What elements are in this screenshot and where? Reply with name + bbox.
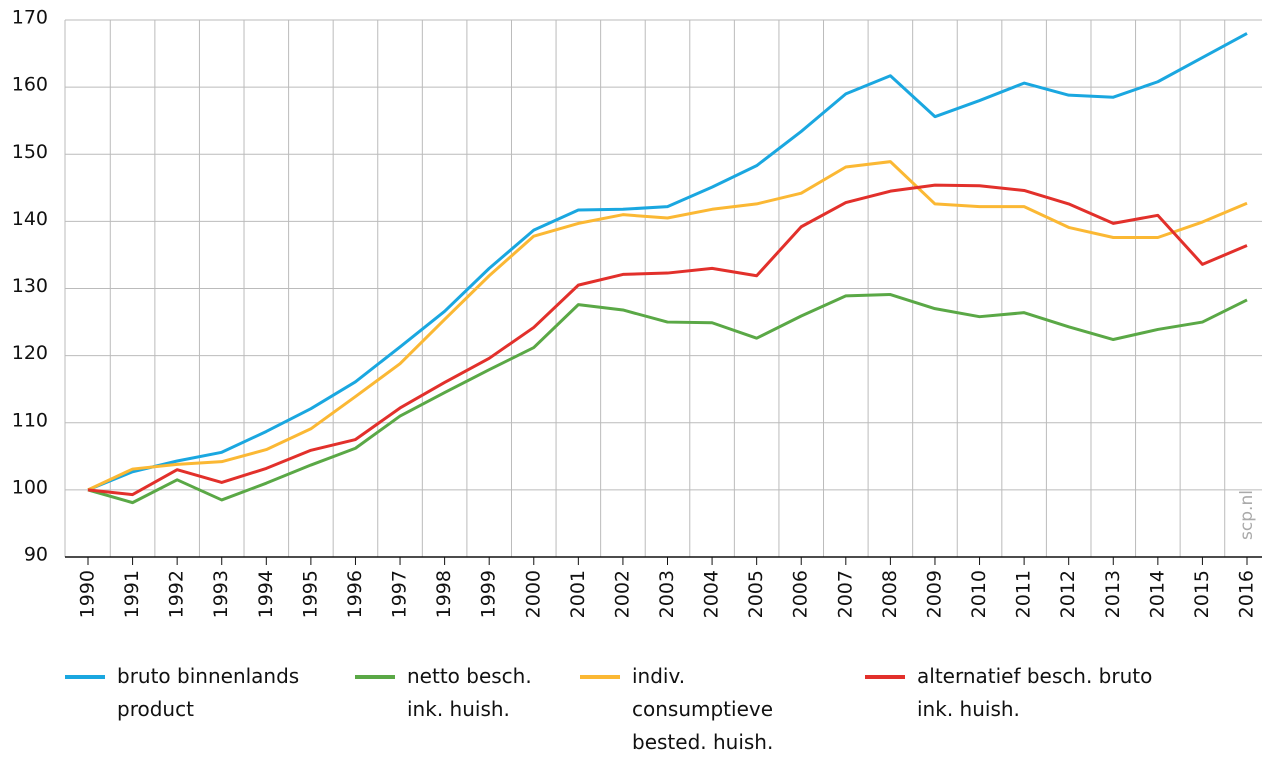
y-tick-label: 110: [12, 409, 48, 431]
legend-label: indiv. consumptieve bested. huish.: [632, 664, 774, 754]
x-tick-label: 2016: [1236, 570, 1258, 618]
x-tick-label: 2005: [745, 570, 767, 618]
y-tick-label: 90: [24, 544, 48, 566]
series-line: [87, 293, 1248, 505]
page: {"chart_data": {"type": "line", "categor…: [11, 6, 1262, 754]
x-tick-label: 2010: [968, 570, 990, 618]
x-tick-label: 2008: [879, 570, 901, 618]
legend-item: alternatief besch. bruto ink. huish.: [865, 660, 1185, 726]
y-tick-label: 120: [12, 342, 48, 364]
x-tick-label: 2011: [1013, 570, 1035, 618]
x-tick-label: 2004: [701, 570, 723, 618]
x-tick-label: 2014: [1146, 570, 1168, 618]
x-tick-label: 1991: [121, 570, 143, 618]
x-tick-label: 2013: [1102, 570, 1124, 618]
legend-item: indiv. consumptieve bested. huish.: [580, 660, 820, 759]
y-tick-label: 140: [12, 208, 48, 230]
x-tick-label: 2001: [567, 570, 589, 618]
series-line: [87, 32, 1248, 492]
x-tick-label: 2000: [522, 570, 544, 618]
x-tick-label: 1992: [166, 570, 188, 618]
y-tick-label: 160: [12, 74, 48, 96]
x-tick-label: 1995: [299, 570, 321, 618]
watermark: scp.nl: [1237, 490, 1257, 540]
x-tick-label: 2002: [611, 570, 633, 618]
x-tick-label: 2007: [834, 570, 856, 618]
x-tick-label: 2006: [790, 570, 812, 618]
x-tick-label: 1999: [478, 570, 500, 618]
y-tick-label: 100: [12, 476, 48, 498]
x-tick-label: 2015: [1191, 570, 1213, 618]
legend-swatch: [580, 675, 620, 679]
legend-swatch: [65, 675, 105, 679]
x-tick-label: 2009: [923, 570, 945, 618]
legend-label: bruto binnenlands product: [117, 664, 300, 721]
x-tick-label: 1994: [255, 570, 277, 618]
chart: 90 100 110 120 130 140 150 160 170 1990 1991 1992 19…: [12, 7, 1262, 618]
series-line: [87, 183, 1248, 497]
y-tick-label: 170: [12, 7, 48, 29]
series-line: [87, 160, 1248, 492]
legend-item: bruto binnenlands product: [65, 660, 315, 726]
y-tick-label: 130: [12, 275, 48, 297]
legend-item: netto besch. ink. huish.: [355, 660, 535, 726]
y-tick-label: 150: [12, 141, 48, 163]
plot: 90 100 110 120 130 140 150 160 170 1990 1991 1992 19…: [12, 7, 1262, 618]
legend-swatch: [865, 675, 905, 679]
x-tick-label: 1997: [389, 570, 411, 618]
x-tick-label: 1996: [344, 570, 366, 618]
legend-label: netto besch. ink. huish.: [407, 664, 532, 721]
x-tick-label: 2003: [656, 570, 678, 618]
legend-swatch: [355, 675, 395, 679]
x-tick-label: 1993: [210, 570, 232, 618]
legend-label: alternatief besch. bruto ink. huish.: [917, 664, 1153, 721]
x-tick-label: 1990: [77, 570, 99, 618]
x-tick-label: 1998: [433, 570, 455, 618]
x-tick-label: 2012: [1057, 570, 1079, 618]
